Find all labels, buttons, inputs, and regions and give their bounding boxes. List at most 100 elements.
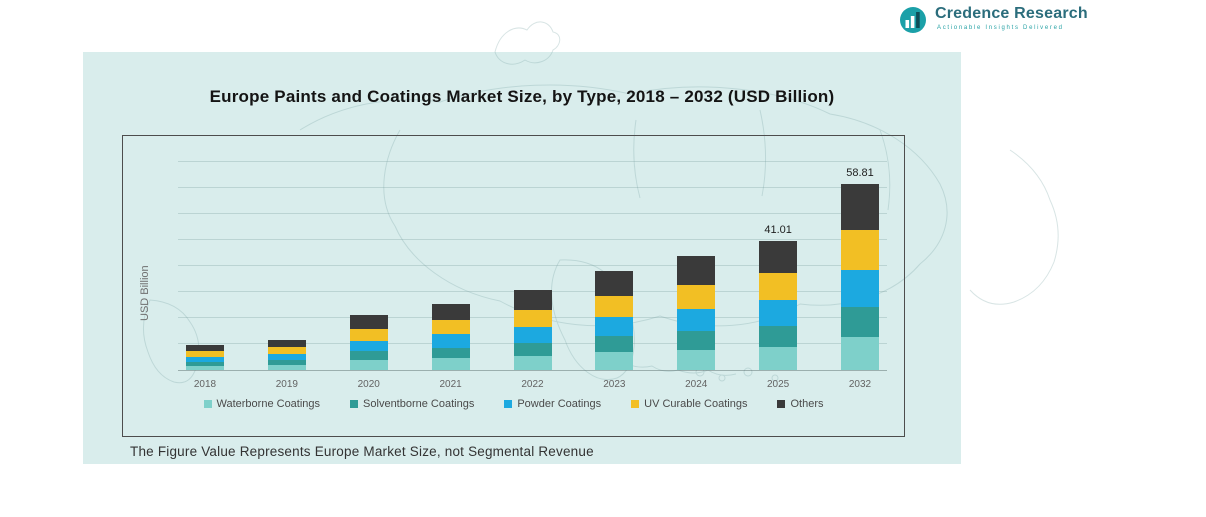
bar-total-label: 58.81: [846, 166, 874, 179]
bar-segment-powder-coatings: [759, 300, 798, 327]
bar-segment-waterborne-coatings: [267, 364, 306, 370]
legend-item-solventborne-coatings: Solventborne Coatings: [350, 398, 474, 410]
bar-segment-waterborne-coatings: [677, 349, 716, 370]
legend-swatch-others: [777, 400, 786, 408]
bar-segment-uv-curable-coatings: [677, 284, 716, 309]
bar-segment-others: [349, 315, 388, 330]
x-axis-label: 2019: [275, 379, 298, 390]
x-axis-label: 2021: [439, 379, 462, 390]
bar-segment-powder-coatings: [431, 334, 470, 348]
bar-stack: [595, 271, 634, 370]
chart-panel-background: [83, 52, 961, 464]
legend-item-powder-coatings: Powder Coatings: [504, 398, 601, 410]
bar-group-2023: 2023: [595, 254, 634, 390]
bar-segment-solventborne-coatings: [841, 306, 879, 337]
legend-swatch-uv-curable-coatings: [631, 400, 640, 408]
bar-group-2021: 2021: [431, 287, 470, 390]
legend-swatch-powder-coatings: [504, 400, 513, 408]
x-axis-label: 2025: [767, 379, 790, 390]
bar-segment-others: [841, 183, 879, 231]
x-axis-label: 2024: [685, 379, 708, 390]
bar-segment-powder-coatings: [595, 316, 634, 337]
bar-segment-uv-curable-coatings: [759, 272, 798, 301]
bar-segment-solventborne-coatings: [677, 331, 716, 350]
gridline: [178, 213, 887, 214]
legend-label: Others: [790, 398, 824, 410]
gridline: [178, 239, 887, 240]
bar-segment-waterborne-coatings: [186, 365, 224, 370]
bar-segment-solventborne-coatings: [349, 351, 388, 361]
bar-segment-solventborne-coatings: [186, 361, 224, 366]
plot-area: 2018 2019 2020 2021 2022 2023 2024 41.01 2025 58.…: [178, 150, 887, 390]
bar-segment-others: [186, 344, 224, 352]
bar-segment-uv-curable-coatings: [349, 329, 388, 341]
bar-segment-solventborne-coatings: [513, 342, 552, 356]
bar-segment-others: [595, 271, 634, 297]
legend-item-waterborne-coatings: Waterborne Coatings: [203, 398, 321, 410]
logo-tagline: Actionable Insights Delivered: [937, 25, 1064, 31]
bar-stack: [841, 183, 879, 370]
chart-footnote: The Figure Value Represents Europe Marke…: [130, 444, 594, 459]
y-axis-label: USD Billion: [139, 265, 151, 321]
bar-stack: [349, 315, 388, 370]
x-axis-label: 2020: [357, 379, 380, 390]
bar-stack: [759, 240, 798, 370]
bar-segment-waterborne-coatings: [513, 355, 552, 370]
bar-segment-waterborne-coatings: [431, 358, 470, 370]
legend-label: Powder Coatings: [517, 398, 602, 410]
x-axis-label: 2023: [603, 379, 626, 390]
bar-group-2024: 2024: [677, 239, 716, 390]
bar-segment-powder-coatings: [513, 327, 552, 343]
legend-label: Solventborne Coatings: [363, 398, 475, 410]
bar-group-2025: 41.01 2025: [759, 223, 798, 390]
bar-group-2020: 2020: [349, 298, 388, 390]
bar-segment-powder-coatings: [841, 269, 879, 307]
bar-total-label: 41.01: [764, 223, 792, 236]
bar-segment-others: [513, 290, 552, 311]
bar-segment-solventborne-coatings: [759, 326, 798, 347]
bar-segment-powder-coatings: [186, 356, 224, 362]
bar-group-2032: 58.81 2032: [841, 166, 879, 390]
bar-segment-others: [759, 240, 798, 273]
bar-segment-uv-curable-coatings: [841, 230, 879, 270]
credence-logo-icon: [900, 7, 926, 33]
legend-swatch-waterborne-coatings: [203, 400, 212, 408]
bar-segment-waterborne-coatings: [841, 336, 879, 370]
x-axis-label: 2022: [521, 379, 544, 390]
bar-segment-waterborne-coatings: [595, 352, 634, 370]
bar-stack: [677, 256, 716, 370]
bar-segment-solventborne-coatings: [595, 336, 634, 353]
legend-label: UV Curable Coatings: [644, 398, 748, 410]
bar-segment-solventborne-coatings: [267, 359, 306, 365]
bar-segment-powder-coatings: [349, 340, 388, 352]
bar-segment-uv-curable-coatings: [186, 351, 224, 357]
gridline: [178, 161, 887, 162]
bar-group-2019: 2019: [267, 323, 306, 390]
legend-item-uv-curable-coatings: UV Curable Coatings: [631, 398, 747, 410]
gridline: [178, 187, 887, 188]
bar-segment-uv-curable-coatings: [513, 310, 552, 328]
bar-segment-others: [431, 303, 470, 321]
logo-name: Credence Research: [935, 5, 1088, 22]
legend-label: Waterborne Coatings: [216, 398, 321, 410]
x-axis-label: 2032: [848, 379, 872, 390]
bar-stack: [267, 339, 306, 370]
legend-item-others: Others: [777, 398, 823, 410]
bar-segment-others: [267, 339, 306, 348]
bar-stack: [431, 303, 470, 370]
legend-swatch-solventborne-coatings: [350, 400, 359, 408]
bars-row: 2018 2019 2020 2021 2022 2023 2024 41.01 2025 58.…: [178, 150, 887, 390]
bar-segment-powder-coatings: [677, 308, 716, 332]
x-axis-label: 2018: [193, 379, 217, 390]
bar-group-2018: 2018: [186, 328, 224, 390]
bar-segment-uv-curable-coatings: [431, 320, 470, 335]
bar-segment-waterborne-coatings: [759, 346, 798, 370]
bar-stack: [186, 344, 224, 370]
credence-research-logo: Credence Research Actionable Insights De…: [898, 5, 1088, 35]
bar-segment-waterborne-coatings: [349, 360, 388, 370]
bar-segment-others: [677, 256, 716, 285]
gridline: [178, 265, 887, 266]
bar-stack: [513, 290, 552, 370]
bar-segment-uv-curable-coatings: [267, 347, 306, 354]
chart-box: USD Billion 2018 2019 2020 2021 2022 2023 2024…: [122, 135, 905, 437]
